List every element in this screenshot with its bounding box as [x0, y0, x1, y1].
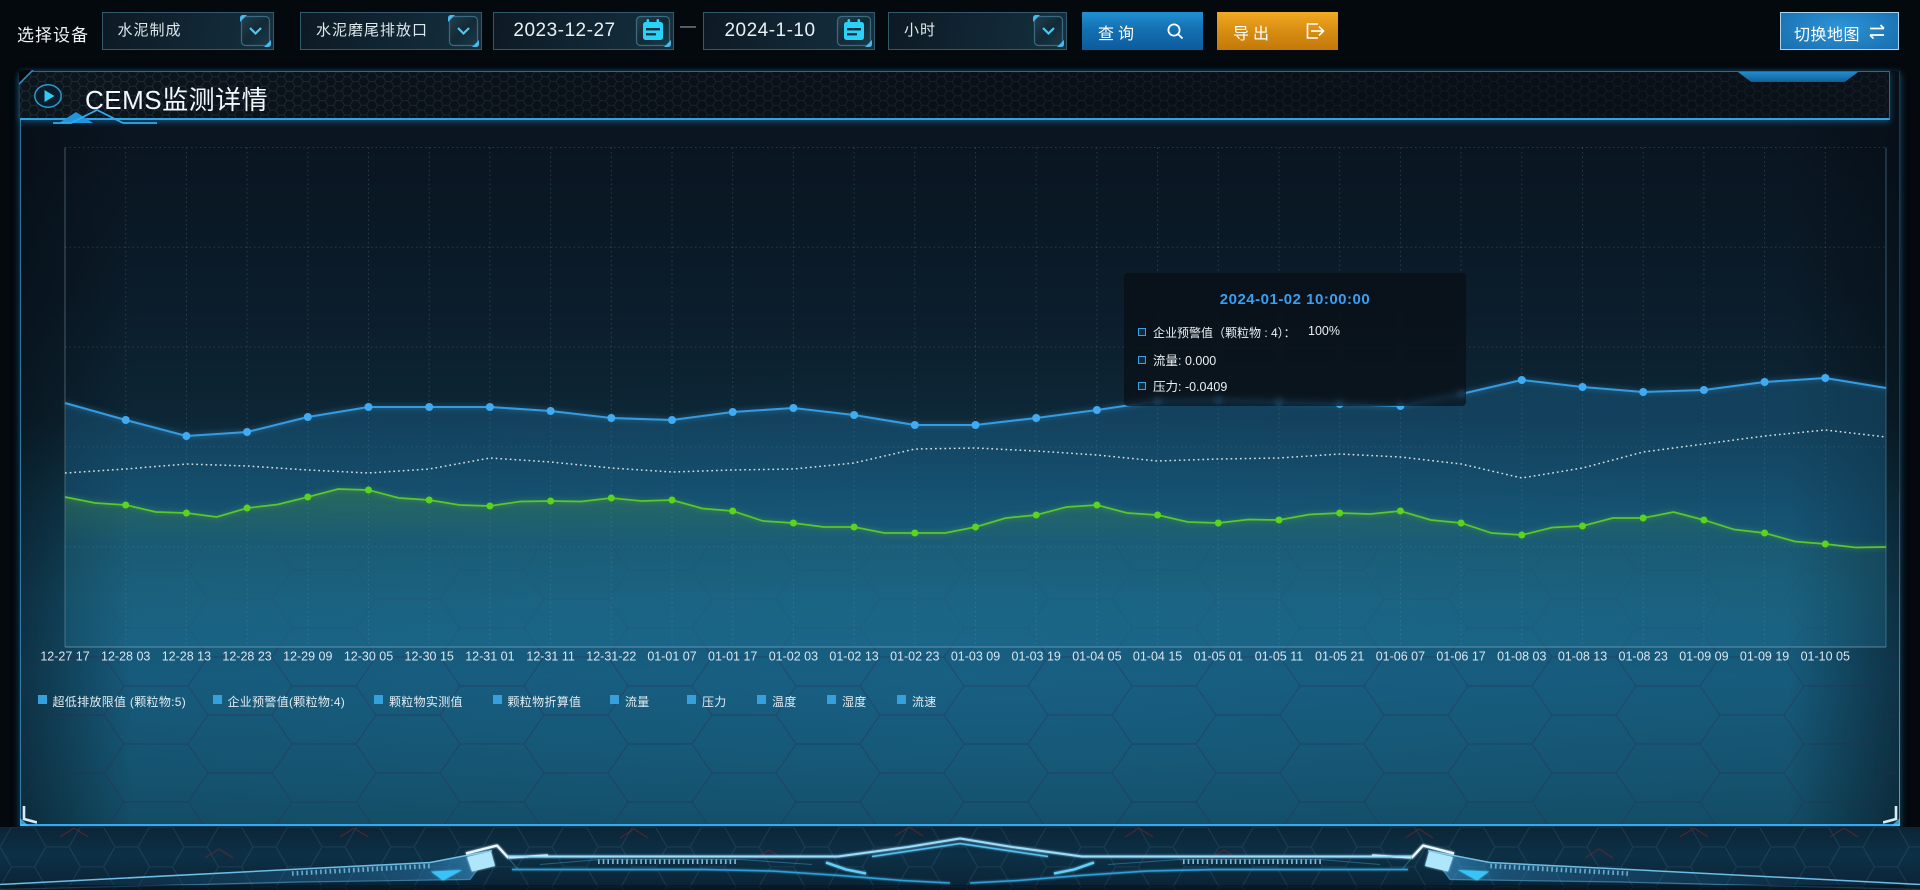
svg-text:01-08 23: 01-08 23 — [1619, 650, 1668, 664]
svg-text:01-06 07: 01-06 07 — [1376, 650, 1425, 664]
svg-text:01-02 23: 01-02 23 — [890, 650, 939, 664]
svg-text:01-04 05: 01-04 05 — [1072, 650, 1121, 664]
svg-text:01-05 21: 01-05 21 — [1315, 650, 1364, 664]
svg-text:01-01 17: 01-01 17 — [708, 650, 757, 664]
svg-text:12-28 13: 12-28 13 — [162, 650, 211, 664]
svg-text:01-03 09: 01-03 09 — [951, 650, 1000, 664]
svg-text:01-02 13: 01-02 13 — [829, 650, 878, 664]
svg-text:01-05 01: 01-05 01 — [1194, 650, 1243, 664]
svg-text:01-10 05: 01-10 05 — [1801, 650, 1850, 664]
svg-text:01-02 03: 01-02 03 — [769, 650, 818, 664]
svg-text:12-28 03: 12-28 03 — [101, 650, 150, 664]
svg-text:12-29 09: 12-29 09 — [283, 650, 332, 664]
svg-text:12-30 15: 12-30 15 — [405, 650, 454, 664]
svg-text:12-31 11: 12-31 11 — [526, 650, 574, 664]
svg-text:12-28 23: 12-28 23 — [222, 650, 271, 664]
svg-text:01-09 19: 01-09 19 — [1740, 650, 1789, 664]
svg-text:12-30 05: 12-30 05 — [344, 650, 393, 664]
svg-text:01-03 19: 01-03 19 — [1012, 650, 1061, 664]
svg-text:01-08 13: 01-08 13 — [1558, 650, 1607, 664]
svg-text:01-09 09: 01-09 09 — [1679, 650, 1728, 664]
svg-text:01-04 15: 01-04 15 — [1133, 650, 1182, 664]
svg-text:01-06 17: 01-06 17 — [1436, 650, 1485, 664]
svg-text:01-05 11: 01-05 11 — [1255, 650, 1303, 664]
svg-text:12-31-22: 12-31-22 — [586, 650, 636, 664]
svg-text:01-01 07: 01-01 07 — [647, 650, 696, 664]
svg-text:12-31 01: 12-31 01 — [465, 650, 514, 664]
svg-text:12-27 17: 12-27 17 — [40, 650, 89, 664]
svg-text:01-08 03: 01-08 03 — [1497, 650, 1546, 664]
